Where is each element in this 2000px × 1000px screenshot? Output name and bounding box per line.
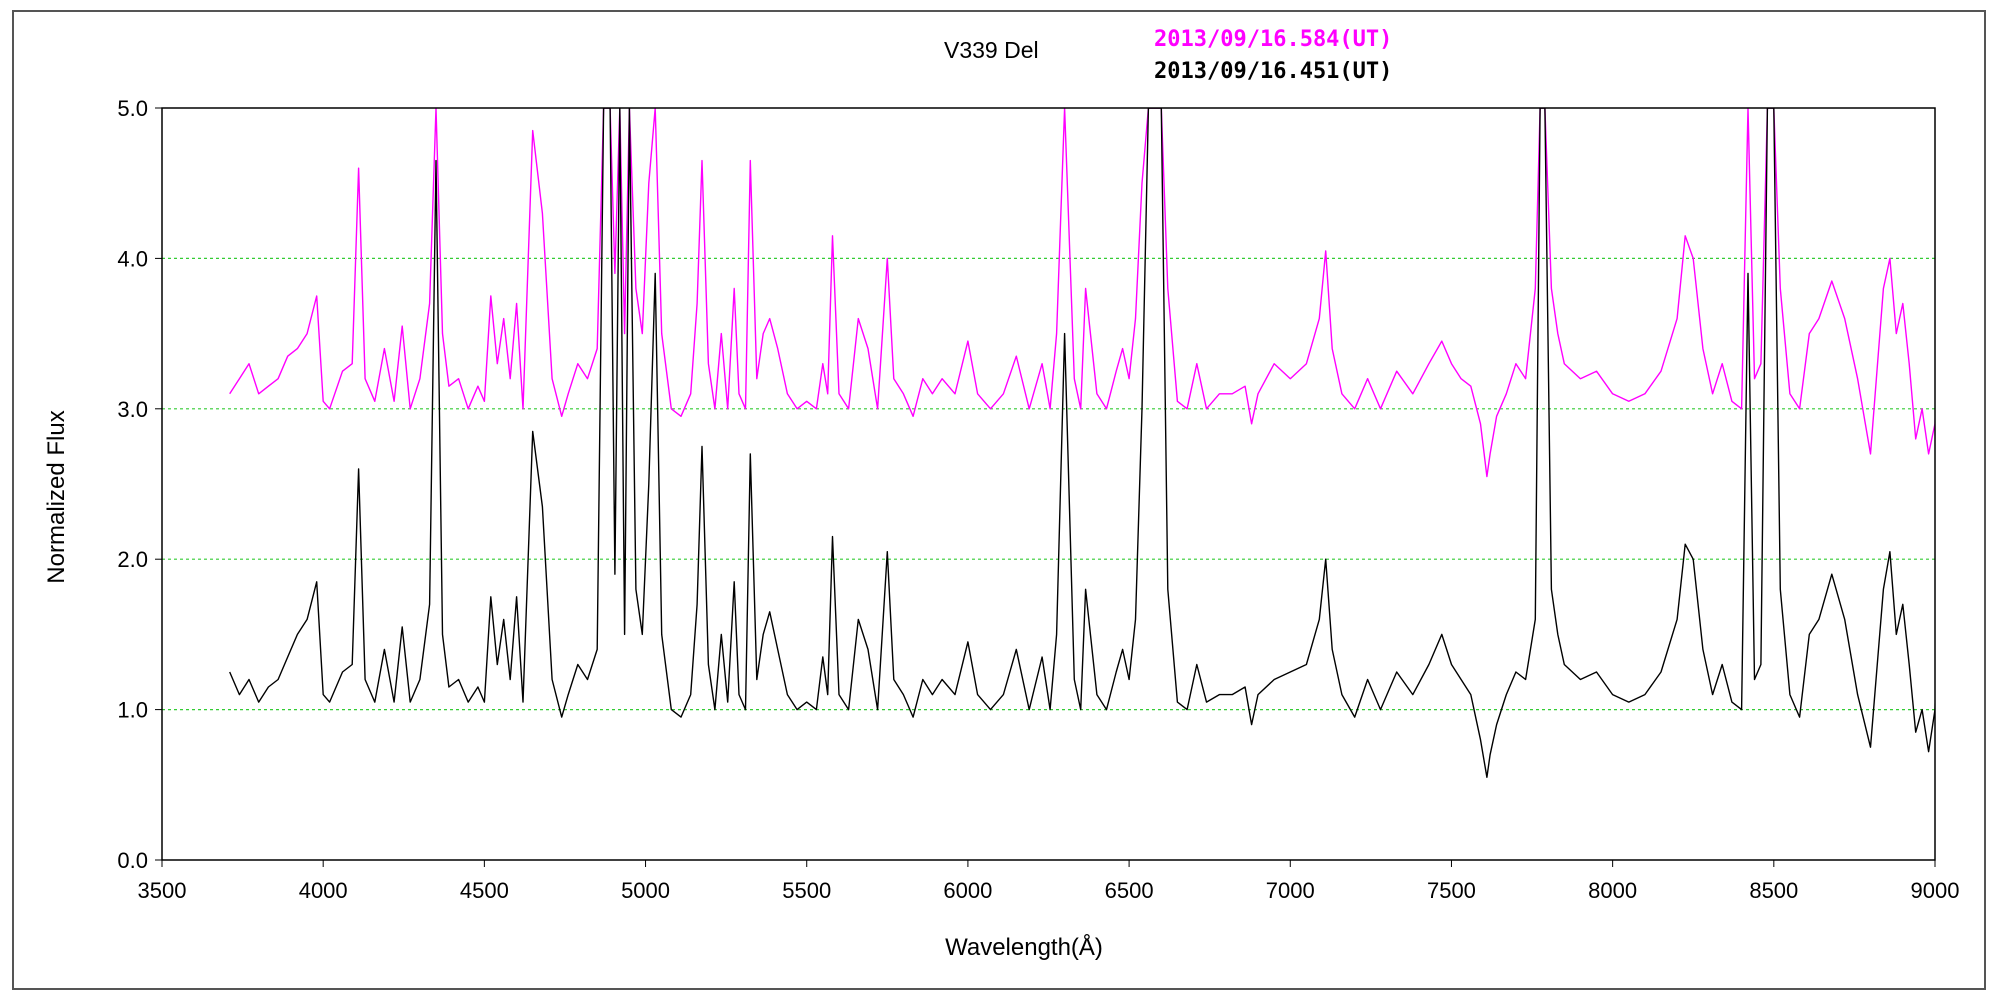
y-tick-label: 2.0	[117, 547, 148, 572]
x-tick-label: 5500	[782, 878, 831, 903]
y-tick-label: 0.0	[117, 848, 148, 873]
x-tick-label: 5000	[621, 878, 670, 903]
x-tick-label: 4500	[460, 878, 509, 903]
x-tick-label: 3500	[138, 878, 187, 903]
legend-entry-0: 2013/09/16.584(UT)	[1154, 27, 1392, 52]
chart-title: V339 Del	[944, 37, 1039, 63]
grid-layer	[162, 257, 1935, 711]
x-tick-label: 7000	[1266, 878, 1315, 903]
x-axis-title: Wavelength(Å)	[945, 933, 1103, 961]
x-axis-ticks: 3500 4000 4500 5000 5500 6000 6500 7000 7500 8000…	[138, 860, 1960, 903]
x-tick-label: 4000	[299, 878, 348, 903]
legend-entry-1: 2013/09/16.451(UT)	[1154, 59, 1392, 84]
series-layer	[229, 108, 1935, 778]
y-tick-label: 1.0	[117, 698, 148, 723]
y-tick-label: 3.0	[117, 397, 148, 422]
series-line-1	[229, 108, 1935, 778]
series-line-0	[229, 108, 1935, 478]
x-tick-label: 8000	[1588, 878, 1637, 903]
x-tick-label: 8500	[1749, 878, 1798, 903]
x-tick-label: 6500	[1105, 878, 1154, 903]
y-tick-label: 4.0	[117, 246, 148, 271]
spectrum-chart: 3500 4000 4500 5000 5500 6000 6500 7000 7500 8000…	[43, 27, 1960, 961]
plot-area	[161, 107, 1936, 861]
y-axis-title: Normalized Flux	[43, 410, 70, 583]
chart-frame: 3500 4000 4500 5000 5500 6000 6500 7000 7500 8000…	[12, 10, 1986, 990]
y-axis-ticks: 0.0 1.0 2.0 3.0 4.0 5.0	[117, 96, 162, 873]
x-tick-label: 6000	[943, 878, 992, 903]
x-tick-label: 9000	[1911, 878, 1960, 903]
x-tick-label: 7500	[1427, 878, 1476, 903]
y-tick-label: 5.0	[117, 96, 148, 121]
